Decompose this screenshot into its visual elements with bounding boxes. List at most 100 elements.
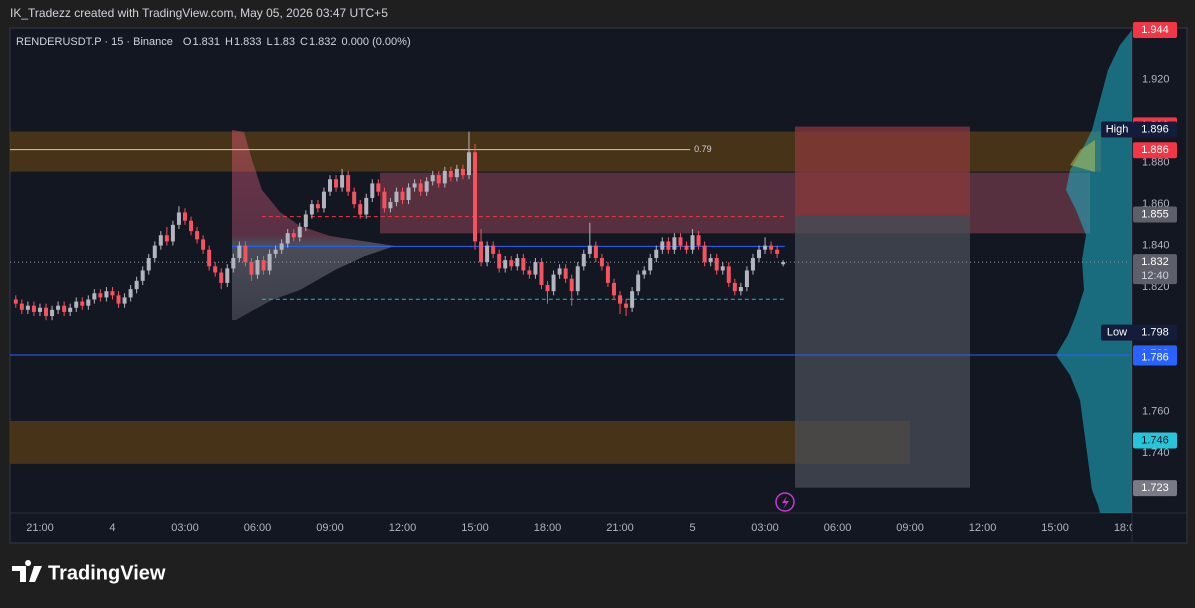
zone — [380, 172, 1091, 234]
candle-body — [400, 191, 405, 200]
y-tick-label: 1.920 — [1142, 74, 1170, 86]
candle-body — [509, 260, 514, 267]
change: 0.000 (0.00%) — [342, 36, 411, 48]
candle-body — [757, 249, 762, 259]
alert-icon[interactable] — [775, 492, 795, 512]
candle-body — [430, 175, 435, 182]
candle-body — [297, 226, 302, 238]
price-tag: Low — [1107, 327, 1127, 339]
candle-body — [50, 309, 55, 317]
price-label: 1.723 — [1141, 482, 1169, 494]
candle-body — [231, 258, 236, 269]
x-tick-label: 18:00 — [1114, 522, 1142, 534]
candle-body — [473, 152, 478, 242]
x-tick-label: 18:00 — [534, 522, 562, 534]
candle-body — [660, 241, 665, 250]
candle-body — [340, 175, 345, 188]
candle-body — [527, 270, 532, 275]
candle-body — [134, 280, 139, 290]
candle-body — [539, 262, 544, 285]
candle-body — [781, 262, 786, 265]
candle-body — [243, 245, 248, 263]
zone — [10, 420, 911, 464]
candle-body — [732, 282, 737, 292]
candle-body — [418, 183, 423, 192]
price-label-box — [1133, 432, 1177, 449]
price-tag-box — [1101, 121, 1133, 138]
y-tick-label: 1.740 — [1142, 447, 1170, 459]
ohlc-label: C — [300, 36, 308, 48]
candle-body — [86, 299, 91, 306]
candle-body — [219, 272, 224, 283]
candle-body — [122, 297, 127, 304]
candle-body — [442, 170, 447, 184]
level-label: 0.79 — [694, 144, 712, 154]
candle-body — [207, 249, 212, 267]
candle-body — [750, 258, 755, 271]
candle-body — [630, 291, 635, 308]
candle-body — [225, 268, 230, 283]
ohlc-value: 1.83 — [274, 36, 295, 48]
price-label-box — [1133, 22, 1177, 38]
x-tick-label: 21:00 — [606, 522, 634, 534]
candle-body — [273, 249, 278, 254]
candle-body — [575, 266, 580, 292]
candle-body — [116, 295, 121, 304]
candle-body — [412, 183, 417, 188]
symbol: RENDERUSDT.P · 15 · Binance — [16, 36, 173, 48]
candle-body — [624, 303, 629, 308]
candle-body — [267, 253, 272, 271]
candle-body — [714, 258, 719, 271]
candle-body — [92, 293, 97, 300]
candle-body — [358, 204, 363, 215]
candle-body — [364, 197, 369, 215]
candle-body — [599, 258, 604, 267]
candle-body — [406, 187, 411, 200]
x-tick-label: 09:00 — [316, 522, 344, 534]
candle-body — [678, 237, 683, 246]
price-label: 1.886 — [1141, 144, 1169, 156]
watermark: TradingView — [48, 562, 166, 584]
candle-body — [587, 245, 592, 254]
candle-body — [388, 202, 393, 209]
ohlc-value: 1.833 — [234, 36, 262, 48]
candle-body — [195, 231, 200, 240]
candle-body — [503, 260, 508, 269]
candle-body — [110, 291, 115, 296]
candles — [13, 131, 786, 321]
candle-body — [128, 289, 133, 298]
candle-body — [104, 291, 109, 298]
candle-body — [466, 152, 471, 176]
candle-body — [545, 284, 550, 292]
candle-body — [654, 249, 659, 259]
candle-body — [448, 170, 453, 178]
candle-body — [636, 274, 641, 292]
price-label: 1.896 — [1141, 123, 1169, 135]
candle-body — [315, 204, 320, 209]
volume-profile-highlight — [1070, 140, 1095, 172]
price-label: 1.746 — [1141, 434, 1169, 446]
x-tick-label: 4 — [109, 522, 115, 534]
candle-body — [279, 243, 284, 250]
candle-body — [13, 299, 18, 304]
ohlc-value: 1.832 — [309, 36, 337, 48]
candle-body — [309, 204, 314, 215]
candle-body — [618, 295, 623, 304]
candle-body — [485, 245, 490, 263]
x-tick-label: 03:00 — [171, 522, 199, 534]
candle-body — [763, 245, 768, 250]
ohlc-label: H — [225, 36, 233, 48]
candle-body — [37, 307, 42, 312]
price-label-box — [1133, 142, 1177, 159]
candle-body — [74, 301, 79, 308]
candle-body — [382, 191, 387, 209]
price-label: 1.944 — [1141, 24, 1169, 36]
candle-body — [189, 220, 194, 232]
candle-body — [394, 191, 399, 203]
candle-body — [515, 258, 520, 267]
candle-body — [479, 241, 484, 263]
candle-body — [605, 266, 610, 283]
candle-body — [454, 168, 459, 178]
candle-body — [213, 266, 218, 273]
